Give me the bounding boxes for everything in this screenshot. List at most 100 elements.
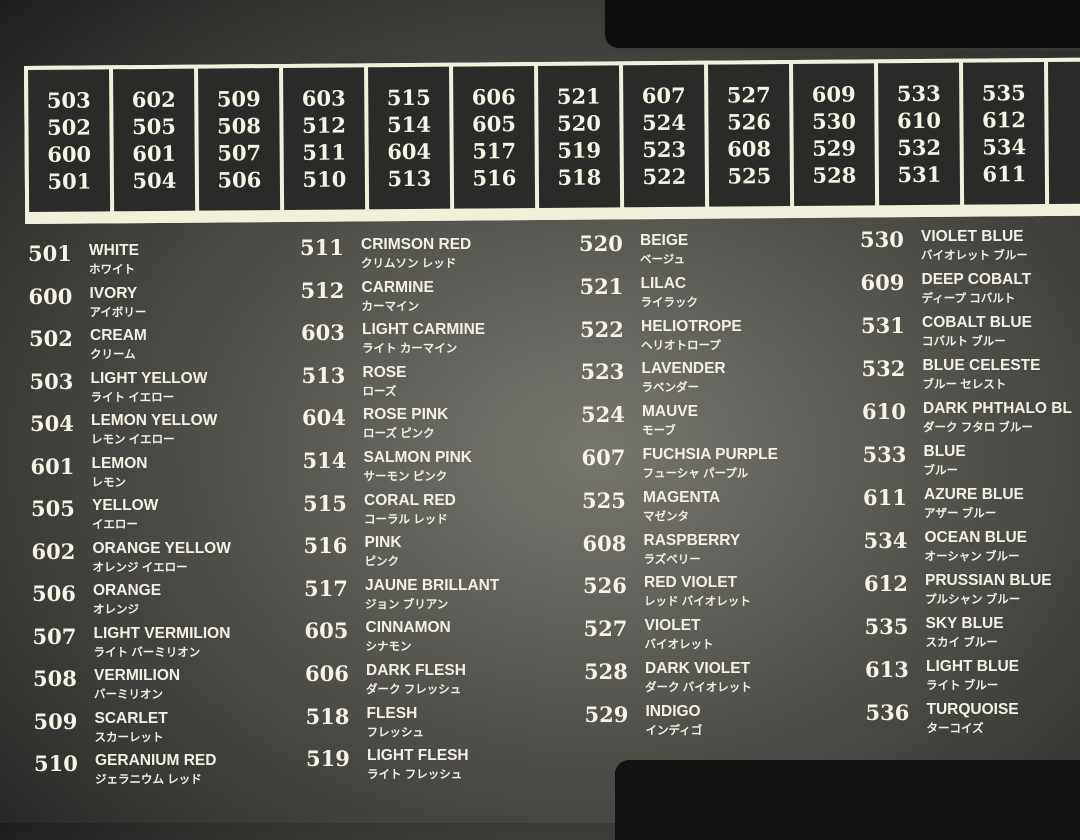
color-name-en: LIGHT VERMILION	[94, 625, 231, 643]
color-code: 502	[29, 326, 73, 351]
color-name-en: CINNAMON	[366, 619, 451, 637]
color-code: 608	[583, 531, 627, 556]
color-name-en: CREAM	[90, 327, 147, 345]
grid-code: 609	[812, 80, 856, 107]
color-name-en: VIOLET BLUE	[921, 228, 1023, 246]
top-dark-panel	[605, 0, 1080, 48]
grid-code: 514	[387, 111, 431, 138]
color-name-jp: ホワイト	[89, 261, 135, 277]
color-name-en: ROSE PINK	[363, 406, 448, 424]
color-code: 536	[866, 700, 910, 725]
grid-code: 604	[387, 138, 431, 165]
color-code: 533	[863, 442, 907, 467]
color-code: 605	[305, 618, 349, 643]
color-name-jp: バーミリオン	[94, 686, 163, 702]
color-code: 529	[585, 702, 629, 727]
color-code: 604	[302, 405, 346, 430]
color-name-jp: イエロー	[92, 516, 138, 532]
color-name-jp: ブルー	[924, 462, 959, 478]
color-name-en: VERMILION	[94, 667, 180, 685]
grid-code: 531	[897, 161, 941, 188]
color-code: 606	[305, 661, 349, 686]
grid-code: 513	[387, 165, 431, 192]
grid-code: 509	[217, 85, 261, 112]
grid-code: 512	[302, 111, 346, 138]
color-name-en: HELIOTROPE	[641, 318, 742, 336]
grid-code: 525	[727, 162, 771, 189]
color-code: 600	[29, 284, 73, 309]
color-name-jp: ライト カーマイン	[362, 340, 457, 356]
grid-code: 606	[472, 83, 516, 110]
color-name-jp: アザー ブルー	[924, 505, 996, 521]
color-name-jp: ライト イエロー	[91, 389, 175, 405]
color-name-en: AZURE BLUE	[924, 486, 1024, 504]
color-name-en: MAUVE	[642, 403, 698, 421]
color-name-en: DARK VIOLET	[645, 660, 750, 678]
color-code: 512	[301, 278, 345, 303]
color-code: 505	[31, 496, 75, 521]
grid-code: 507	[217, 139, 261, 166]
color-code: 522	[580, 317, 624, 342]
color-name-jp: アイボリー	[90, 304, 147, 320]
color-name-jp: ヘリオトロープ	[641, 337, 721, 353]
color-code: 530	[860, 227, 904, 252]
color-name-en: LIGHT FLESH	[367, 747, 469, 765]
grid-code: 608	[727, 135, 771, 162]
color-name-en: ORANGE YELLOW	[93, 540, 231, 558]
color-code: 510	[34, 751, 78, 776]
color-name-jp: クリムソン レッド	[361, 255, 456, 271]
grid-code: 526	[727, 108, 771, 135]
color-name-jp: オレンジ イエロー	[93, 559, 188, 575]
color-name-jp: カーマイン	[362, 298, 420, 314]
color-name-jp: スカーレット	[95, 729, 164, 745]
grid-code: 501	[47, 167, 91, 194]
color-name-en: FUCHSIA PURPLE	[643, 446, 779, 464]
grid-code: 516	[472, 164, 516, 191]
color-name-jp: プルシャン ブルー	[925, 591, 1020, 607]
color-name-en: BLUE	[924, 443, 966, 461]
color-code: 520	[579, 231, 623, 256]
color-name-jp: ライト フレッシュ	[367, 766, 462, 782]
color-code: 613	[865, 657, 909, 682]
color-code: 526	[583, 573, 627, 598]
grid-code: 517	[472, 137, 516, 164]
color-code: 525	[582, 488, 626, 513]
color-name-jp: ダーク フレッシュ	[366, 681, 461, 697]
color-code: 603	[301, 320, 345, 345]
color-name-jp: クリーム	[90, 346, 136, 362]
color-name-en: LILAC	[641, 275, 687, 293]
color-code: 532	[862, 356, 906, 381]
color-name-jp: ジョン ブリアン	[365, 596, 448, 612]
color-name-en: CORAL RED	[364, 492, 456, 510]
color-code: 501	[28, 241, 72, 266]
color-name-jp: レッド バイオレット	[644, 593, 751, 609]
color-code: 514	[303, 448, 347, 473]
color-name-jp: ダーク フタロ ブルー	[923, 419, 1033, 435]
color-code: 508	[33, 666, 77, 691]
color-code: 523	[581, 359, 625, 384]
color-code: 518	[306, 704, 350, 729]
color-name-en: PRUSSIAN BLUE	[925, 572, 1052, 590]
